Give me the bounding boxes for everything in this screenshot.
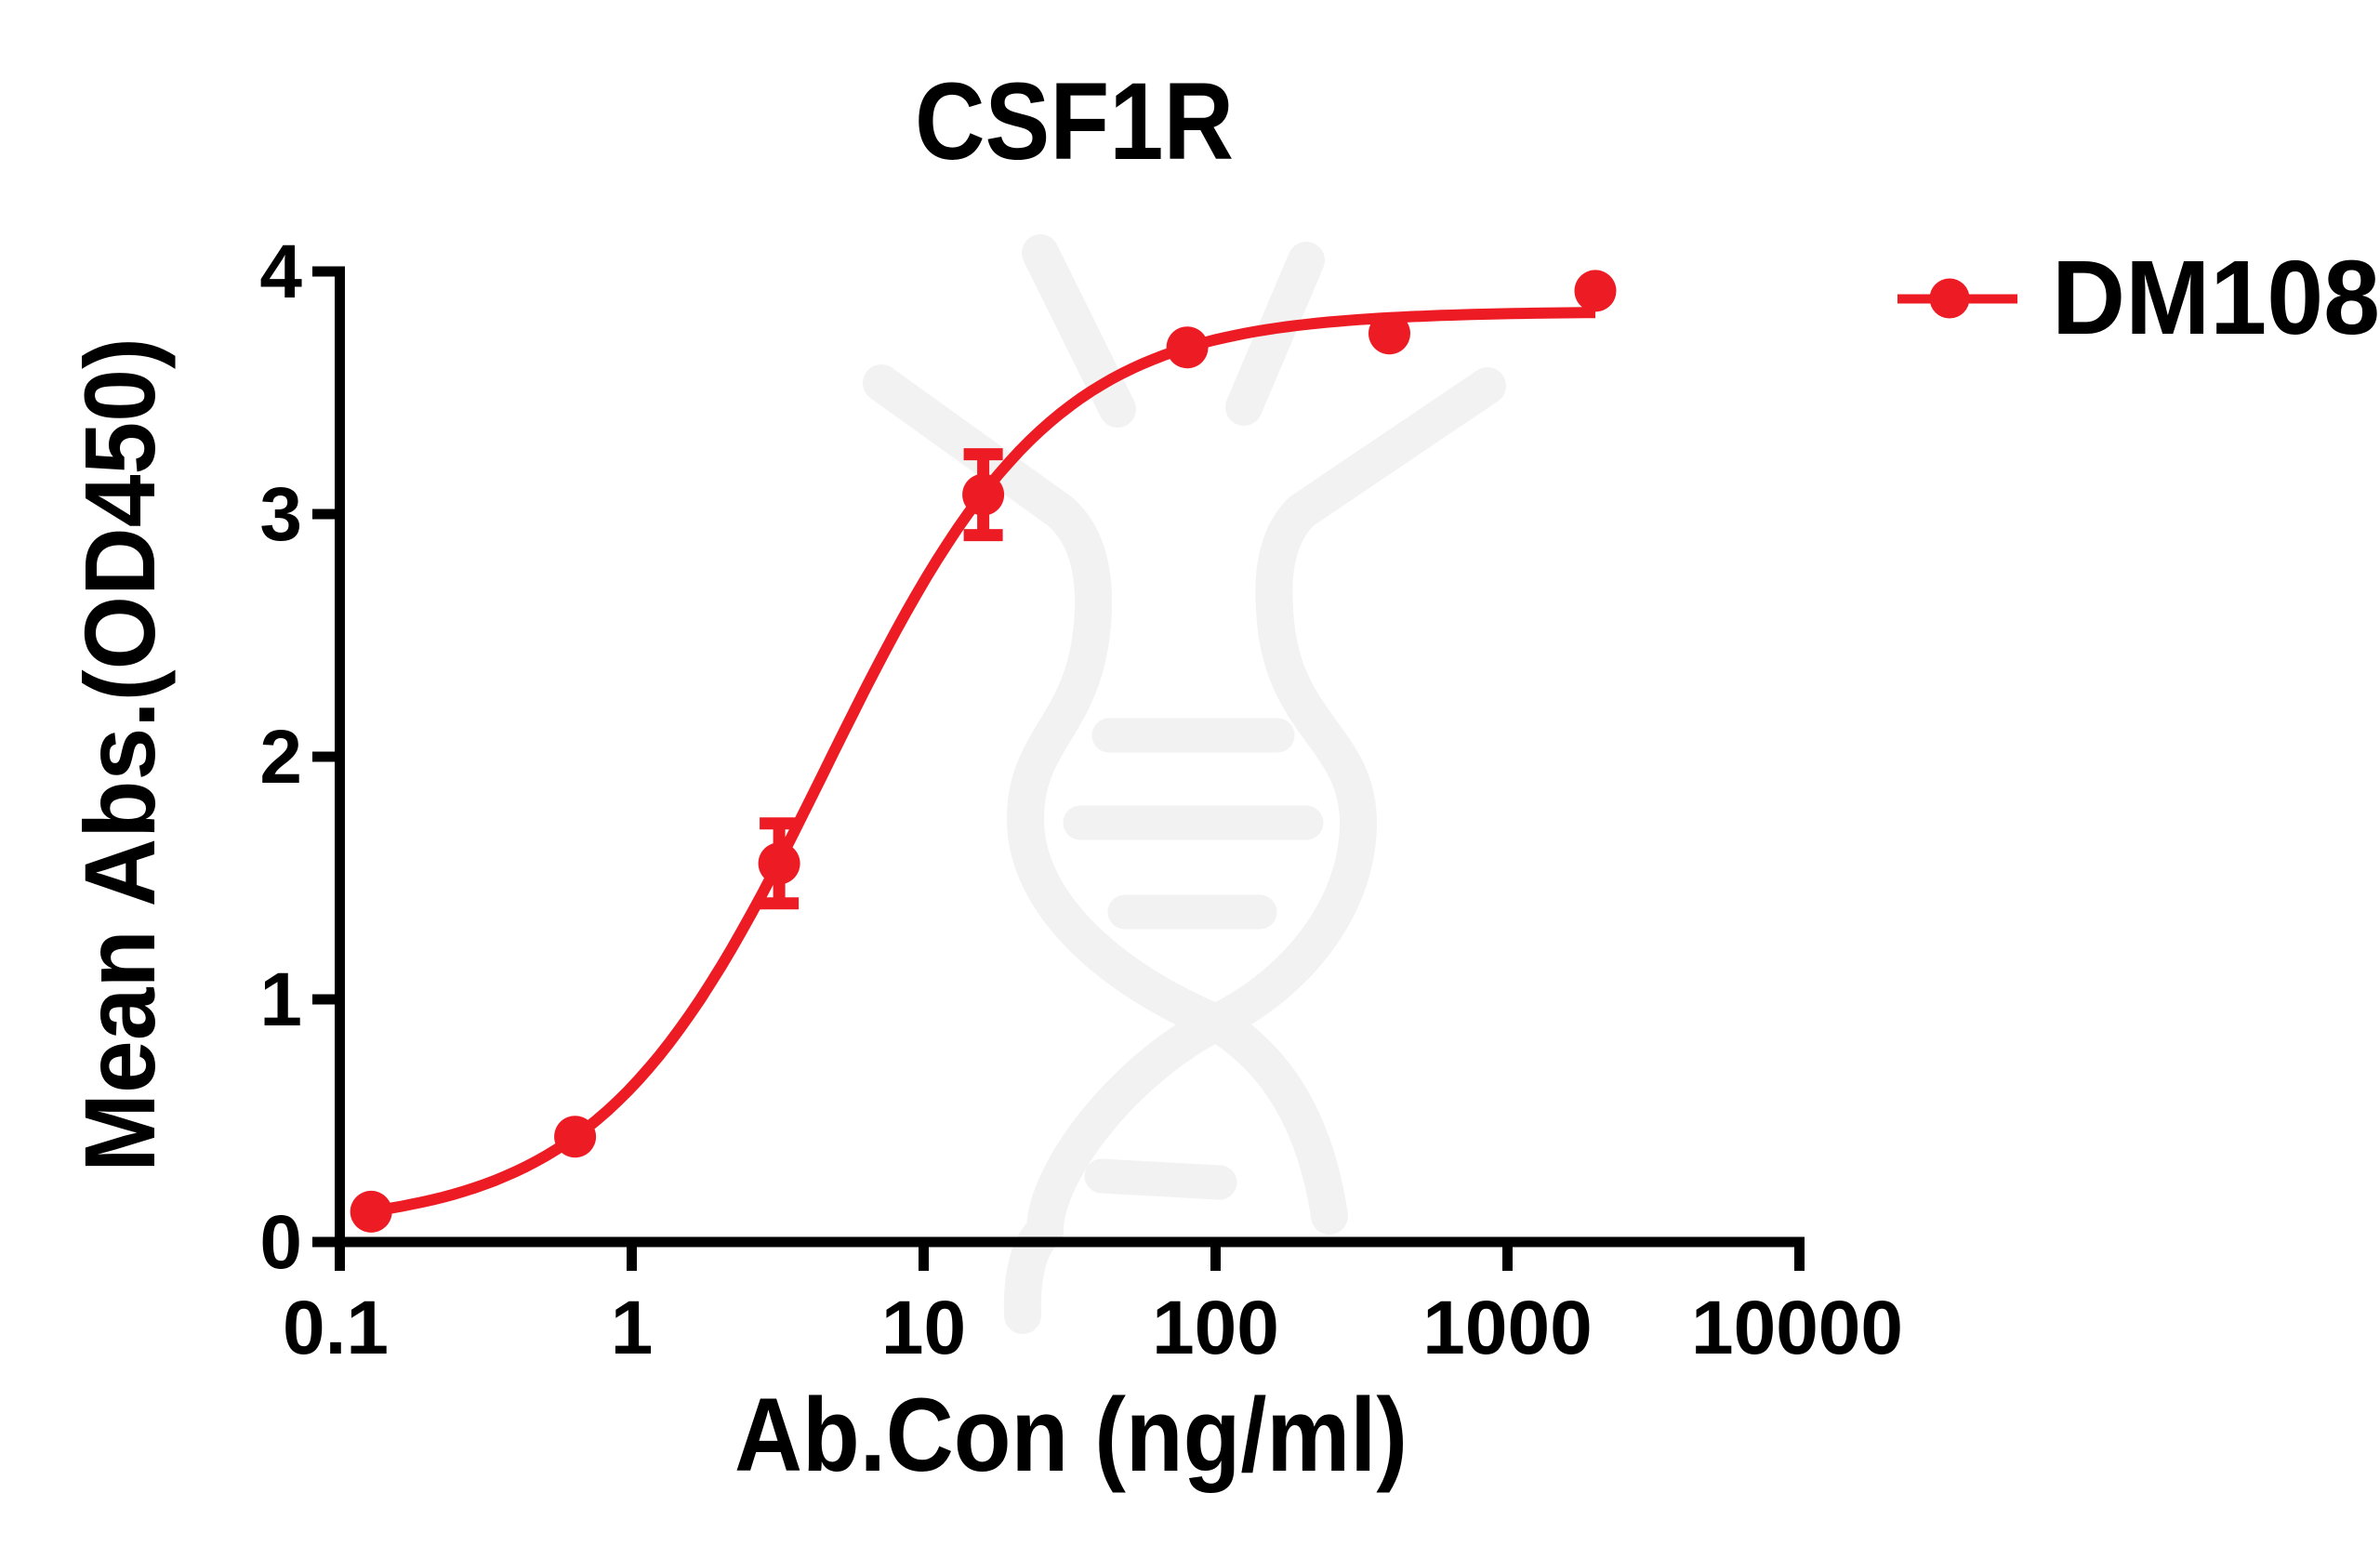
svg-text:0: 0 (259, 1200, 302, 1285)
svg-text:100: 100 (1152, 1286, 1279, 1370)
svg-text:10: 10 (881, 1286, 966, 1370)
svg-text:0.1: 0.1 (283, 1286, 389, 1370)
svg-text:DM108: DM108 (2052, 239, 2380, 356)
svg-text:1: 1 (611, 1286, 654, 1370)
svg-text:4: 4 (259, 230, 302, 314)
svg-text:10000: 10000 (1691, 1286, 1903, 1370)
svg-text:Mean Abs.(OD450): Mean Abs.(OD450) (63, 337, 176, 1172)
svg-text:CSF1R: CSF1R (915, 60, 1234, 183)
svg-text:3: 3 (259, 472, 302, 557)
svg-text:1: 1 (259, 958, 302, 1042)
svg-text:2: 2 (259, 715, 302, 799)
svg-text:Ab.Con (ng/ml): Ab.Con (ng/ml) (734, 1377, 1408, 1493)
svg-text:1000: 1000 (1422, 1286, 1592, 1370)
